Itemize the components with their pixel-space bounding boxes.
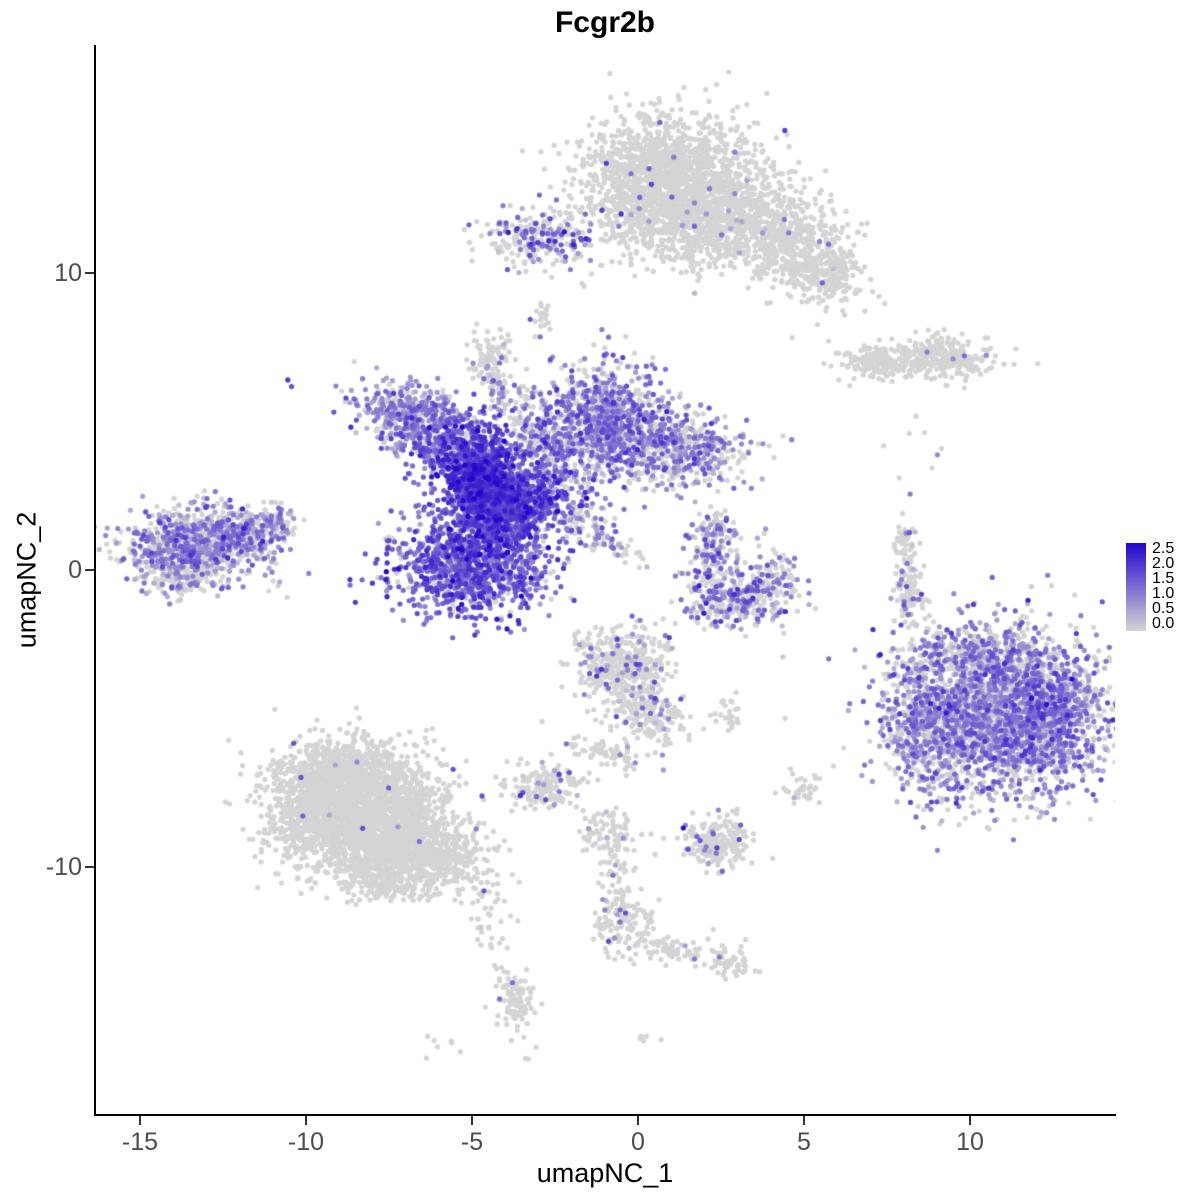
legend-tick-label: 1.0 — [1152, 585, 1175, 602]
legend-tick-label: 2.0 — [1152, 555, 1175, 572]
y-tick-mark — [85, 569, 94, 571]
legend-tick-label: 0.0 — [1152, 615, 1175, 632]
legend-tick-label: 1.5 — [1152, 570, 1175, 587]
y-tick-label: 10 — [54, 259, 82, 287]
y-tick-mark — [85, 272, 94, 274]
y-axis-title: umapNC_2 — [11, 511, 42, 649]
x-axis-line — [94, 1114, 1116, 1116]
x-tick-label: 0 — [631, 1128, 645, 1156]
y-tick-label: -10 — [45, 853, 82, 881]
x-tick-mark — [803, 1116, 805, 1125]
x-tick-mark — [139, 1116, 141, 1125]
y-tick-label: 0 — [68, 556, 82, 584]
y-tick-mark — [85, 866, 94, 868]
legend-tick-label: 0.5 — [1152, 600, 1175, 617]
x-tick-mark — [969, 1116, 971, 1125]
x-axis-title: umapNC_1 — [536, 1158, 674, 1188]
colorbar-gradient — [1126, 543, 1146, 631]
x-tick-mark — [637, 1116, 639, 1125]
y-axis-line — [94, 45, 96, 1116]
x-tick-label: -10 — [287, 1128, 325, 1156]
x-tick-mark — [305, 1116, 307, 1125]
x-tick-mark — [471, 1116, 473, 1125]
legend-tick-label: 2.5 — [1152, 540, 1175, 557]
expression-colorbar-legend: 2.5 2.0 1.5 1.0 0.5 0.0 — [1126, 541, 1198, 637]
x-tick-label: -15 — [121, 1128, 159, 1156]
x-tick-label: 10 — [956, 1128, 984, 1156]
x-tick-label: 5 — [797, 1128, 811, 1156]
x-tick-label: -5 — [460, 1128, 484, 1156]
